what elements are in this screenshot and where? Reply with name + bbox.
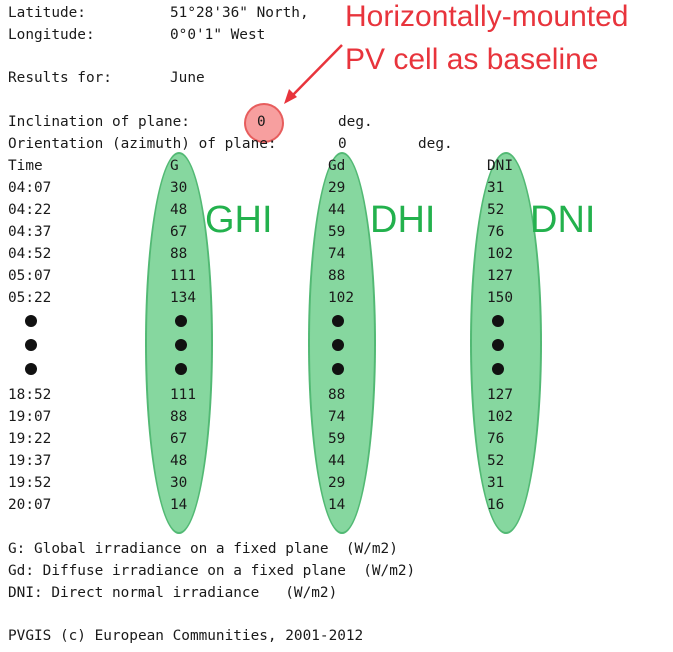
table-cell-time: 19:22 xyxy=(8,431,52,447)
table-cell-gd: 88 xyxy=(328,387,346,403)
table-cell-g: 14 xyxy=(170,497,188,513)
table-cell-dni: 76 xyxy=(487,431,505,447)
table-cell-time: 19:07 xyxy=(8,409,52,425)
table-cell-g: 88 xyxy=(170,409,188,425)
ellipsis-dot-icon xyxy=(175,315,187,327)
table-cell-g: 30 xyxy=(170,180,188,196)
inclination-highlight-circle xyxy=(244,103,284,143)
table-cell-dni: 31 xyxy=(487,475,505,491)
table-cell-gd: 59 xyxy=(328,431,346,447)
table-cell-time: 04:37 xyxy=(8,224,52,240)
table-cell-dni: 16 xyxy=(487,497,505,513)
legend-g: G: Global irradiance on a fixed plane (W… xyxy=(8,541,398,557)
table-cell-time: 04:52 xyxy=(8,246,52,262)
table-cell-g: 88 xyxy=(170,246,188,262)
ellipsis-dot-icon xyxy=(492,363,504,375)
table-cell-g: 67 xyxy=(170,224,188,240)
table-cell-gd: 74 xyxy=(328,246,346,262)
orientation-unit: deg. xyxy=(418,136,453,152)
table-cell-g: 67 xyxy=(170,431,188,447)
table-cell-g: 111 xyxy=(170,387,196,403)
longitude-label: Longitude: xyxy=(8,27,95,43)
table-cell-g: 111 xyxy=(170,268,196,284)
inclination-value: 0 xyxy=(257,114,266,130)
table-cell-dni: 102 xyxy=(487,246,513,262)
table-cell-time: 04:07 xyxy=(8,180,52,196)
ellipsis-dot-icon xyxy=(332,315,344,327)
latitude-label: Latitude: xyxy=(8,5,86,21)
table-cell-dni: 127 xyxy=(487,387,513,403)
column-header-time: Time xyxy=(8,158,43,174)
table-cell-g: 48 xyxy=(170,202,188,218)
table-cell-dni: 150 xyxy=(487,290,513,306)
orientation-label: Orientation (azimuth) of plane: xyxy=(8,136,277,152)
table-cell-dni: 31 xyxy=(487,180,505,196)
ellipsis-dot-icon xyxy=(332,339,344,351)
results-month: June xyxy=(170,70,205,86)
dni-column-highlight xyxy=(470,152,542,534)
inclination-unit: deg. xyxy=(338,114,373,130)
latitude-value: 51°28'36" North, xyxy=(170,5,309,21)
ghi-annotation: GHI xyxy=(205,199,273,241)
table-cell-g: 134 xyxy=(170,290,196,306)
table-cell-time: 05:07 xyxy=(8,268,52,284)
table-cell-dni: 76 xyxy=(487,224,505,240)
ellipsis-dot-icon xyxy=(25,339,37,351)
ellipsis-dot-icon xyxy=(25,363,37,375)
column-header-dni: DNI xyxy=(487,158,513,174)
table-cell-g: 30 xyxy=(170,475,188,491)
ellipsis-dot-icon xyxy=(175,363,187,375)
table-cell-dni: 102 xyxy=(487,409,513,425)
table-cell-time: 04:22 xyxy=(8,202,52,218)
dni-annotation: DNI xyxy=(530,199,596,241)
ellipsis-dot-icon xyxy=(25,315,37,327)
legend-dni: DNI: Direct normal irradiance (W/m2) xyxy=(8,585,338,601)
table-cell-dni: 52 xyxy=(487,453,505,469)
results-label: Results for: xyxy=(8,70,112,86)
table-cell-gd: 88 xyxy=(328,268,346,284)
dhi-annotation: DHI xyxy=(370,199,436,241)
longitude-value: 0°0'1" West xyxy=(170,27,266,43)
table-cell-gd: 29 xyxy=(328,180,346,196)
footer-copyright: PVGIS (c) European Communities, 2001-201… xyxy=(8,628,364,644)
ellipsis-dot-icon xyxy=(492,315,504,327)
inclination-label: Inclination of plane: xyxy=(8,114,190,130)
legend-gd: Gd: Diffuse irradiance on a fixed plane … xyxy=(8,563,416,579)
table-cell-time: 19:52 xyxy=(8,475,52,491)
table-cell-gd: 44 xyxy=(328,453,346,469)
ellipsis-dot-icon xyxy=(332,363,344,375)
table-cell-gd: 44 xyxy=(328,202,346,218)
table-cell-time: 19:37 xyxy=(8,453,52,469)
table-cell-gd: 102 xyxy=(328,290,354,306)
table-cell-gd: 59 xyxy=(328,224,346,240)
ellipsis-dot-icon xyxy=(175,339,187,351)
table-cell-time: 18:52 xyxy=(8,387,52,403)
orientation-value: 0 xyxy=(338,136,347,152)
table-cell-gd: 74 xyxy=(328,409,346,425)
ellipsis-dot-icon xyxy=(492,339,504,351)
table-cell-time: 20:07 xyxy=(8,497,52,513)
table-cell-g: 48 xyxy=(170,453,188,469)
table-cell-dni: 52 xyxy=(487,202,505,218)
table-cell-gd: 29 xyxy=(328,475,346,491)
column-header-g: G xyxy=(170,158,179,174)
baseline-annotation-line1: Horizontally-mounted xyxy=(345,0,629,33)
table-cell-time: 05:22 xyxy=(8,290,52,306)
table-cell-gd: 14 xyxy=(328,497,346,513)
baseline-annotation-line2: PV cell as baseline xyxy=(345,43,599,76)
table-cell-dni: 127 xyxy=(487,268,513,284)
column-header-gd: Gd xyxy=(328,158,346,174)
